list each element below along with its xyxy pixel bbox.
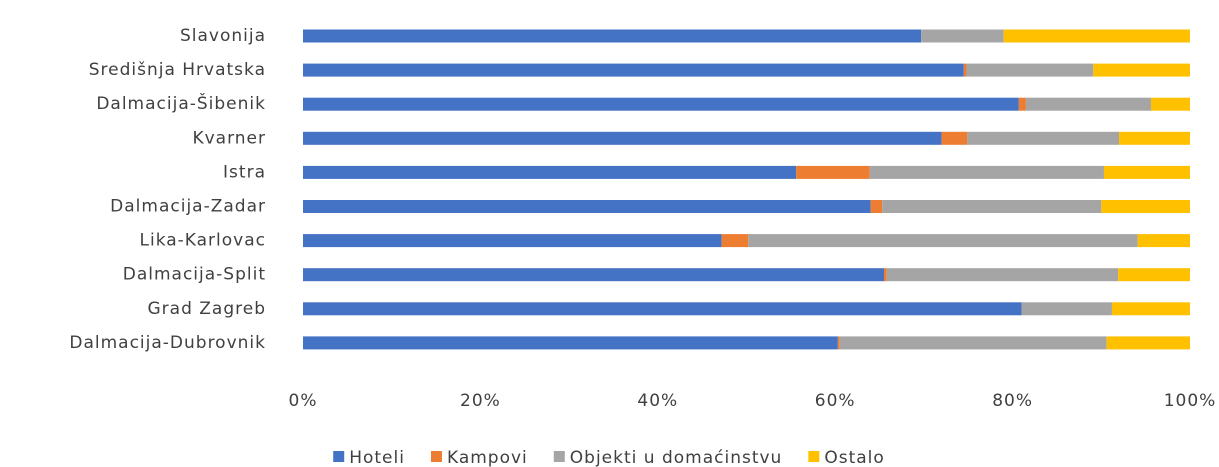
x-tick-label: 100%: [1164, 391, 1217, 411]
bar-segment: [796, 165, 870, 179]
legend-swatch: [333, 451, 345, 462]
bar-segment: [303, 200, 871, 213]
category-label: Dalmacija-Dubrovnik: [69, 333, 266, 353]
category-label: Središnja Hrvatska: [89, 60, 266, 80]
bar-segment: [303, 97, 1019, 111]
bar-segment: [1118, 268, 1190, 282]
bar-segment: [1103, 165, 1190, 179]
bar-segment: [1106, 336, 1190, 350]
category-label: Dalmacija-Split: [123, 265, 266, 285]
x-tick-label: 60%: [815, 391, 856, 411]
bar-segment: [870, 200, 883, 213]
category-label: Istra: [223, 162, 266, 182]
bar-segment: [1137, 234, 1190, 248]
bar-segment: [869, 165, 1104, 179]
category-label: Grad Zagreb: [148, 299, 267, 319]
bar-segment: [1003, 29, 1190, 43]
legend-label: Hoteli: [349, 448, 405, 467]
legend-label: Kampovi: [447, 448, 528, 467]
bar-segment: [1119, 131, 1190, 145]
legend-swatch: [430, 451, 442, 462]
x-tick-label: 0%: [289, 391, 318, 411]
bar-segment: [303, 131, 942, 145]
category-label: Dalmacija-Šibenik: [96, 92, 266, 114]
bar-segment: [303, 29, 922, 43]
bar-segment: [966, 63, 1094, 77]
legend-label: Objekti u domaćinstvu: [570, 448, 783, 467]
bar-segment: [921, 29, 1004, 43]
bar-segment: [303, 63, 964, 77]
bar-segment: [1025, 97, 1151, 111]
bar-segment: [963, 63, 967, 77]
legend-label: Ostalo: [824, 448, 884, 467]
bar-segment: [967, 131, 1120, 145]
category-label: Dalmacija-Zadar: [110, 197, 266, 217]
bar-segment: [303, 268, 884, 282]
bar-segment: [303, 234, 722, 248]
bar-segment: [1101, 200, 1190, 213]
bar-segment: [721, 234, 749, 248]
x-tick-label: 40%: [637, 391, 678, 411]
bar-segment: [882, 200, 1102, 213]
bar-segment: [837, 336, 840, 350]
bar-segment: [1111, 302, 1190, 316]
bar-segment: [1093, 63, 1190, 77]
legend-swatch: [808, 451, 820, 462]
bar-segment: [883, 268, 887, 282]
bar-segment: [1021, 302, 1112, 316]
x-tick-label: 80%: [992, 391, 1033, 411]
legend-swatch: [553, 451, 565, 462]
category-label: Slavonija: [180, 26, 266, 46]
bar-segment: [748, 234, 1138, 248]
bar-segment: [303, 165, 797, 179]
bar-segment: [839, 336, 1107, 350]
bar-segment: [303, 302, 1022, 316]
category-label: Kvarner: [192, 128, 266, 148]
bar-segment: [303, 336, 838, 350]
bar-segment: [941, 131, 968, 145]
bar-segment: [1150, 97, 1190, 111]
category-label: Lika-Karlovac: [140, 231, 267, 251]
x-tick-label: 20%: [460, 391, 501, 411]
bar-segment: [886, 268, 1119, 282]
bar-segment: [1018, 97, 1026, 111]
